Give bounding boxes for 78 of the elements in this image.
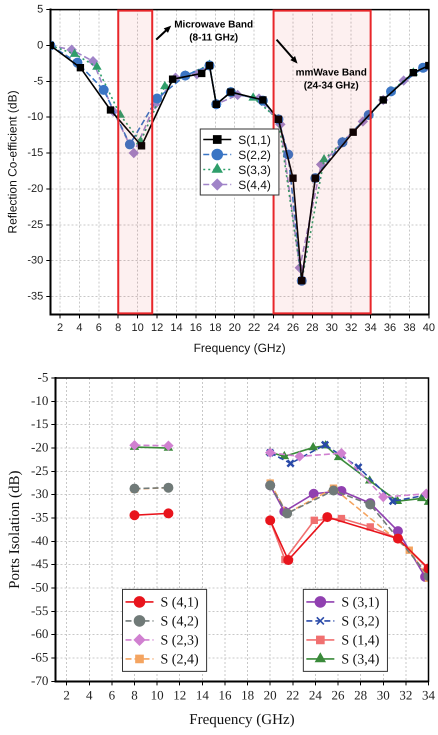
y-tick-label: -20 — [27, 182, 44, 195]
x-tick-label: 28 — [354, 688, 368, 703]
y-tick-label: -50 — [30, 579, 48, 594]
y-axis-title: Reflection Co-efficient (dB) — [6, 90, 20, 234]
x-tick-label: 8 — [115, 322, 122, 334]
y-tick-label: -45 — [30, 556, 48, 572]
x-tick-label: 14 — [170, 322, 183, 334]
y-tick-label: -15 — [27, 147, 44, 160]
x-tick-label: 30 — [326, 322, 338, 334]
legend-label: S (3,1) — [341, 596, 380, 611]
y-tick-label: -35 — [30, 509, 48, 524]
x-tick-label: 12 — [173, 688, 186, 703]
x-tick-label: 16 — [218, 688, 232, 703]
legend-label: S(4,4) — [238, 178, 271, 192]
legend-label: S (2,3) — [160, 634, 199, 649]
x-tick-label: 16 — [190, 322, 202, 334]
y-tick-label: -10 — [30, 392, 48, 408]
x-tick-label: 22 — [286, 688, 300, 703]
x-tick-label: 28 — [306, 322, 319, 334]
x-tick-label: 34 — [422, 688, 436, 703]
x-tick-label: 10 — [132, 322, 144, 334]
y-tick-label: -30 — [27, 254, 44, 267]
x-tick-label: 30 — [376, 688, 390, 703]
y-tick-label: -25 — [30, 462, 48, 478]
band-label: Microwave Band (8-11 GHz) — [174, 19, 254, 44]
legend-label: S (3,2) — [341, 614, 380, 630]
x-tick-label: 38 — [403, 322, 416, 334]
legend-label: S (2,4) — [160, 652, 199, 668]
y-tick-label: -65 — [30, 649, 48, 664]
x-tick-label: 40 — [422, 322, 436, 334]
y-tick-label: -10 — [27, 111, 44, 124]
x-tick-label: 18 — [241, 688, 254, 703]
legend-label: S(3,3) — [238, 162, 271, 177]
x-tick-label: 8 — [131, 688, 138, 703]
y-tick-label: -55 — [30, 602, 48, 618]
x-tick-label: 32 — [345, 322, 358, 334]
x-tick-label: 10 — [150, 688, 164, 703]
legend-label: S (4,1) — [160, 596, 199, 611]
y-tick-label: 5 — [37, 4, 44, 16]
y-tick-label: -25 — [27, 218, 44, 231]
legend-label: S (1,4) — [341, 634, 380, 649]
y-tick-label: -35 — [27, 290, 44, 302]
x-axis-title: Frequency (GHz) — [189, 712, 295, 728]
y-tick-label: -60 — [30, 626, 48, 642]
band-label: mmWave Band (24-34 GHz) — [296, 67, 367, 92]
x-tick-label: 20 — [228, 322, 241, 334]
x-tick-label: 14 — [196, 688, 210, 703]
y-tick-label: 0 — [37, 39, 44, 52]
x-tick-label: 32 — [399, 688, 412, 703]
y-axis-title: Ports Isolation (dB) — [6, 470, 23, 589]
x-tick-label: 24 — [267, 322, 280, 334]
y-tick-label: -70 — [30, 672, 48, 688]
legend-label: S (3,4) — [341, 652, 380, 668]
x-tick-label: 34 — [364, 322, 377, 334]
x-tick-label: 2 — [56, 322, 64, 334]
x-axis-title: Frequency (GHz) — [194, 341, 286, 356]
x-tick-label: 4 — [76, 322, 82, 334]
x-tick-label: 12 — [150, 322, 164, 334]
y-tick-label: -40 — [30, 532, 48, 548]
x-tick-label: 22 — [248, 322, 260, 334]
y-tick-label: -15 — [30, 416, 48, 432]
legend-label: S (4,2) — [160, 614, 199, 630]
y-tick-label: -20 — [30, 439, 48, 454]
x-tick-label: 18 — [209, 322, 222, 334]
y-tick-label: -5 — [34, 75, 44, 88]
x-tick-label: 6 — [108, 688, 116, 703]
x-tick-label: 24 — [308, 688, 322, 703]
y-tick-label: -5 — [37, 369, 48, 384]
y-tick-label: -30 — [30, 486, 48, 502]
x-tick-label: 26 — [286, 322, 300, 334]
x-tick-label: 2 — [63, 688, 70, 703]
x-tick-label: 4 — [86, 688, 94, 703]
x-tick-label: 6 — [96, 322, 102, 334]
legend-label: S(2,2) — [238, 148, 271, 162]
x-tick-label: 26 — [332, 688, 346, 703]
x-tick-label: 36 — [384, 322, 396, 334]
legend-label: S(1,1) — [238, 132, 271, 147]
x-tick-label: 20 — [264, 688, 277, 703]
